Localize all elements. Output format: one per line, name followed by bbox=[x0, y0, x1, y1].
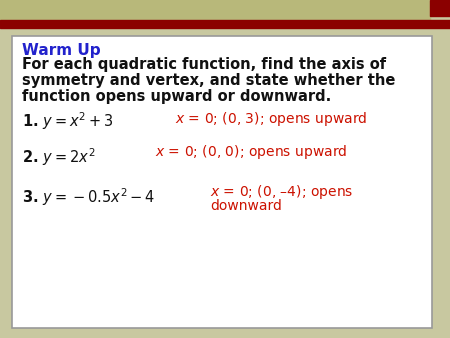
Bar bbox=[0, 20, 450, 28]
Text: symmetry and vertex, and state whether the: symmetry and vertex, and state whether t… bbox=[22, 73, 396, 88]
Text: 2. $y = 2x^2$: 2. $y = 2x^2$ bbox=[22, 146, 95, 168]
Text: $x$ = 0; (0, 3); opens upward: $x$ = 0; (0, 3); opens upward bbox=[175, 110, 367, 128]
Text: For each quadratic function, find the axis of: For each quadratic function, find the ax… bbox=[22, 57, 386, 72]
Bar bbox=[0, 0, 430, 20]
Text: Warm Up: Warm Up bbox=[22, 43, 101, 58]
Text: downward: downward bbox=[210, 199, 282, 213]
Text: $x$ = 0; (0, 0); opens upward: $x$ = 0; (0, 0); opens upward bbox=[155, 143, 347, 161]
Text: 1. $y = x^2 + 3$: 1. $y = x^2 + 3$ bbox=[22, 110, 114, 132]
Bar bbox=[430, 0, 450, 16]
FancyBboxPatch shape bbox=[12, 36, 432, 328]
Text: function opens upward or downward.: function opens upward or downward. bbox=[22, 89, 331, 104]
Text: 3. $y = -0.5x^2 - 4$: 3. $y = -0.5x^2 - 4$ bbox=[22, 186, 155, 208]
Text: $x$ = 0; (0, –4); opens: $x$ = 0; (0, –4); opens bbox=[210, 183, 353, 201]
